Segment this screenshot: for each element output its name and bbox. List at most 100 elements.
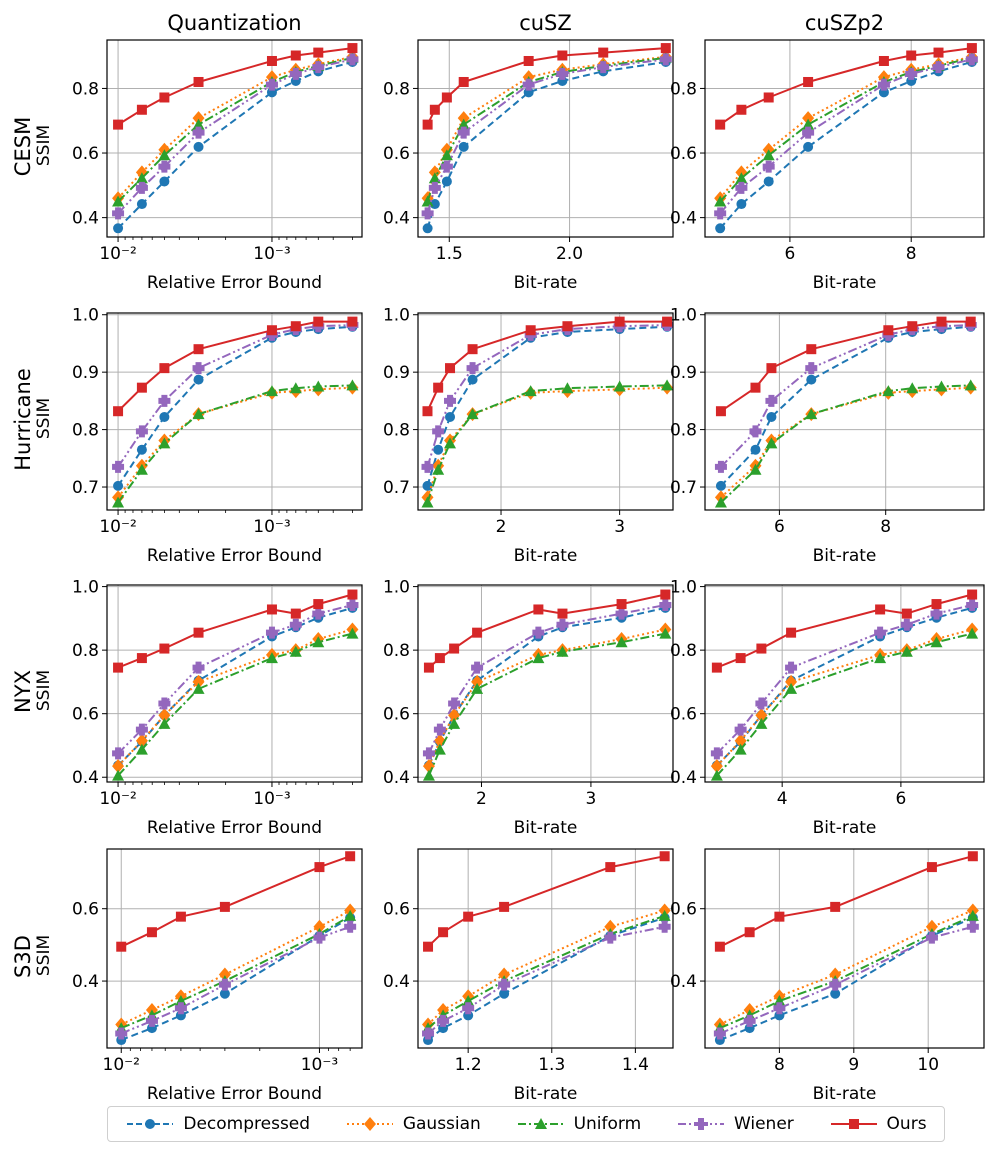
point-wiener bbox=[932, 61, 945, 74]
point-wiener bbox=[714, 460, 727, 473]
point-wiener bbox=[773, 1002, 786, 1015]
point-wiener bbox=[755, 697, 768, 710]
legend-line-gaussian bbox=[346, 1117, 393, 1131]
x-axis-label: Bit-rate bbox=[514, 273, 578, 293]
series-line-uniform bbox=[719, 914, 974, 1030]
point-ours bbox=[422, 119, 433, 130]
point-uniform bbox=[935, 380, 948, 392]
x-tick-label: 1.2 bbox=[455, 1055, 482, 1075]
x-tick-label: 8 bbox=[774, 1055, 785, 1075]
point-wiener bbox=[765, 394, 778, 407]
legend-item-wiener: Wiener bbox=[676, 1114, 794, 1134]
series-line-uniform bbox=[716, 632, 973, 777]
series-line-decompressed bbox=[117, 606, 353, 767]
point-wiener bbox=[556, 618, 569, 631]
y-tick-label: 0.4 bbox=[383, 209, 410, 229]
point-ours bbox=[715, 406, 726, 417]
y-tick-label: 0.6 bbox=[72, 900, 99, 920]
point-gaussian bbox=[192, 674, 205, 689]
point-wiener bbox=[785, 661, 798, 674]
y-tick-label: 0.4 bbox=[670, 972, 697, 992]
panel-s3d-cusz: 1.2 1.3 1.4 0.4 0.6 Bit-rate bbox=[383, 848, 674, 1100]
row-label: NYX bbox=[11, 670, 35, 713]
point-decompressed bbox=[715, 223, 726, 234]
point-uniform bbox=[346, 379, 359, 391]
point-uniform bbox=[433, 743, 446, 755]
series-line-wiener bbox=[427, 604, 666, 754]
y-tick-label: 0.6 bbox=[72, 144, 99, 164]
x-axis-label: Bit-rate bbox=[514, 1084, 578, 1100]
row-label: CESM bbox=[11, 117, 35, 176]
point-wiener bbox=[313, 931, 326, 944]
y-tick-label: 1.0 bbox=[670, 578, 697, 598]
point-decompressed bbox=[429, 199, 440, 210]
point-decompressed bbox=[193, 374, 204, 385]
axes-frame bbox=[417, 312, 674, 511]
point-uniform bbox=[561, 382, 574, 394]
point-ours bbox=[766, 363, 777, 374]
series-line-decompressed bbox=[117, 61, 353, 230]
point-uniform bbox=[658, 909, 671, 921]
point-wiener bbox=[289, 618, 302, 631]
point-wiener bbox=[900, 618, 913, 631]
legend-label-gaussian: Gaussian bbox=[402, 1114, 481, 1134]
legend-line-ours bbox=[830, 1119, 877, 1129]
point-uniform bbox=[428, 172, 441, 184]
point-wiener bbox=[462, 1002, 475, 1015]
y-tick-label: 1.0 bbox=[383, 578, 410, 598]
point-ours bbox=[266, 604, 277, 615]
point-wiener bbox=[965, 53, 978, 66]
point-decompressed bbox=[467, 374, 478, 385]
point-decompressed bbox=[715, 480, 726, 491]
point-wiener bbox=[471, 661, 484, 674]
legend-item-gaussian: Gaussian bbox=[345, 1114, 481, 1134]
point-wiener bbox=[145, 1014, 158, 1027]
point-uniform bbox=[466, 408, 479, 420]
point-uniform bbox=[532, 652, 545, 664]
y-tick-label: 0.4 bbox=[72, 768, 99, 788]
point-ours bbox=[659, 851, 670, 862]
point-ours bbox=[711, 662, 722, 673]
point-wiener bbox=[749, 425, 762, 438]
x-tick-label: 4 bbox=[777, 789, 788, 809]
series-line-gaussian bbox=[120, 909, 351, 1026]
y-tick-label: 0.7 bbox=[670, 478, 697, 498]
series-line-decompressed bbox=[427, 916, 665, 1041]
point-ours bbox=[472, 627, 483, 638]
series-line-gaussian bbox=[720, 386, 971, 499]
axes-frame bbox=[106, 39, 363, 238]
point-wiener bbox=[466, 362, 479, 375]
series-line-uniform bbox=[427, 914, 665, 1029]
point-wiener bbox=[421, 460, 434, 473]
x-tick-label: 10⁻³ bbox=[253, 517, 290, 537]
point-ours bbox=[605, 862, 616, 873]
axes-frame bbox=[417, 39, 674, 238]
point-wiener bbox=[615, 607, 628, 620]
point-gaussian bbox=[112, 759, 125, 774]
point-gaussian bbox=[135, 733, 148, 748]
series-line-uniform bbox=[720, 384, 971, 504]
point-uniform bbox=[524, 385, 537, 397]
point-uniform bbox=[906, 382, 919, 394]
axes-frame bbox=[417, 848, 674, 1049]
point-uniform bbox=[714, 195, 727, 207]
point-decompressed bbox=[136, 199, 147, 210]
y-tick-label: 1.0 bbox=[383, 306, 410, 326]
point-ours bbox=[449, 643, 460, 654]
x-axis-label: Bit-rate bbox=[514, 818, 578, 838]
series-line-gaussian bbox=[117, 386, 353, 499]
point-uniform bbox=[765, 437, 778, 449]
axes-frame bbox=[704, 584, 985, 783]
point-wiener bbox=[265, 626, 278, 639]
point-wiener bbox=[422, 747, 435, 760]
point-ours bbox=[763, 92, 774, 103]
point-ours bbox=[146, 927, 157, 938]
y-axis-label: SSIM bbox=[34, 125, 54, 166]
point-wiener bbox=[421, 207, 434, 220]
point-uniform bbox=[785, 682, 798, 694]
axes-frame bbox=[704, 39, 985, 238]
point-ours bbox=[159, 92, 170, 103]
point-ours bbox=[438, 927, 449, 938]
point-ours bbox=[756, 643, 767, 654]
point-ours bbox=[926, 862, 937, 873]
